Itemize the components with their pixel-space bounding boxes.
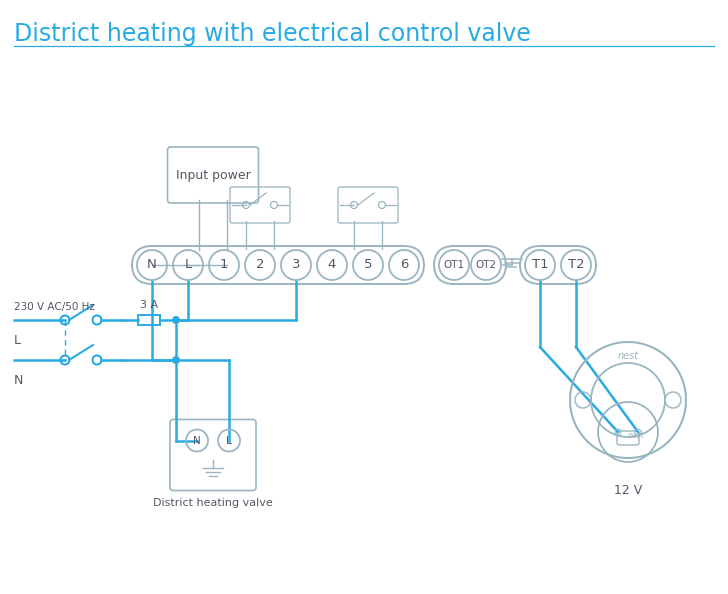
Text: 4: 4 [328,258,336,271]
Text: District heating valve: District heating valve [153,498,273,507]
Text: N: N [193,435,201,446]
Text: L: L [14,334,21,347]
Text: nest: nest [617,351,638,361]
Text: 3: 3 [292,258,300,271]
Text: 5: 5 [364,258,372,271]
Text: L: L [226,435,232,446]
Text: L: L [184,258,191,271]
Text: 230 V AC/50 Hz: 230 V AC/50 Hz [14,302,95,312]
Text: N: N [147,258,157,271]
Text: 6: 6 [400,258,408,271]
Text: OT1: OT1 [443,260,464,270]
Text: Input power: Input power [175,169,250,182]
Text: District heating with electrical control valve: District heating with electrical control… [14,22,531,46]
Bar [138,315,160,325]
Text: T2: T2 [568,258,585,271]
Text: 12 V: 12 V [614,484,642,497]
Text: T1: T1 [531,258,548,271]
Circle shape [172,356,180,364]
Text: N: N [14,374,23,387]
Text: 2: 2 [256,258,264,271]
Text: nest: nest [628,431,644,441]
Circle shape [172,316,180,324]
Text: OT2: OT2 [475,260,496,270]
Text: 3 A: 3 A [140,300,158,310]
Text: 1: 1 [220,258,229,271]
